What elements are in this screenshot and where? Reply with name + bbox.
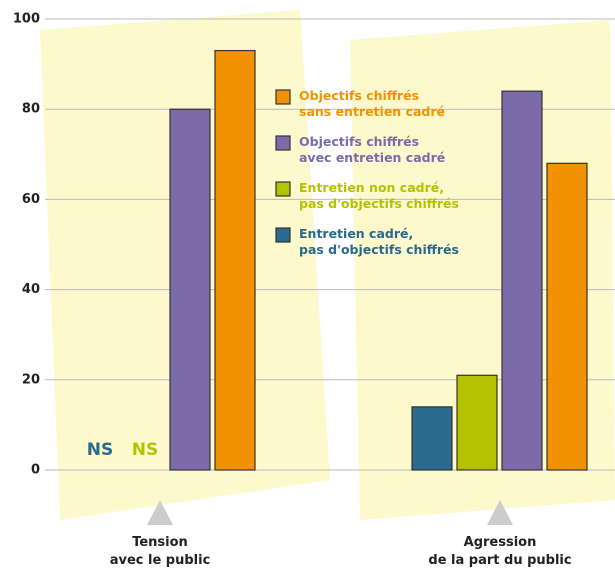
y-tick-label: 100 — [13, 12, 40, 27]
bar — [169, 108, 211, 471]
legend-label: Objectifs chiffrés avec entretien cadré — [299, 134, 446, 165]
y-tick-label: 20 — [22, 372, 40, 387]
legend-swatch — [275, 89, 291, 105]
y-tick-label: 0 — [31, 463, 40, 478]
category-pointer — [147, 500, 173, 525]
legend-label: Objectifs chiffrés sans entretien cadré — [299, 88, 445, 119]
x-tick-label: Tension avec le public — [109, 535, 211, 568]
bar — [411, 406, 453, 471]
x-tick-label: Agression de la part du public — [428, 535, 572, 568]
y-tick-label: 80 — [22, 102, 40, 117]
y-tick-label: 40 — [22, 282, 40, 297]
y-tick-label: 60 — [22, 192, 40, 207]
legend-swatch — [275, 135, 291, 151]
category-pointer — [487, 500, 513, 525]
legend-swatch — [275, 227, 291, 243]
bar — [546, 162, 588, 471]
legend-label: Entretien non cadré, pas d'objectifs chi… — [299, 180, 459, 211]
legend-swatch — [275, 181, 291, 197]
bar — [456, 374, 498, 471]
legend-label: Entretien cadré, pas d'objectifs chiffré… — [299, 226, 459, 257]
value-label: NS — [132, 440, 158, 460]
bar — [501, 90, 543, 471]
bar — [214, 49, 256, 471]
value-label: NS — [87, 440, 113, 460]
